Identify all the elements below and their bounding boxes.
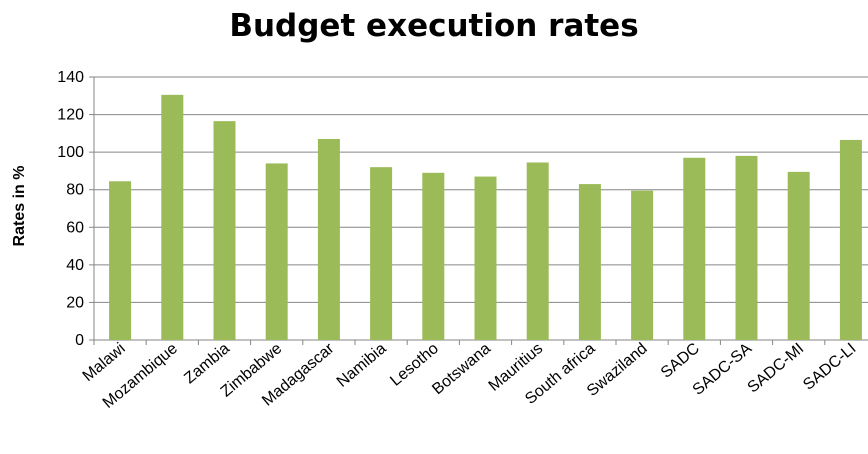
x-tick-label: Namibia [334,340,390,391]
y-axis-label: Rates in % [11,166,28,247]
bar [265,163,288,340]
y-tick-label: 20 [66,294,84,311]
x-tick-label: SADC-SA [690,340,756,399]
y-tick-label: 140 [57,69,84,86]
bar [578,184,601,340]
x-tick-label: SADC-LI [800,340,859,394]
x-tick-label: Malawi [80,340,129,385]
y-tick-label: 60 [66,219,84,236]
bar [631,190,654,340]
x-tick-label: SADC-MI [745,340,808,396]
y-tick-label: 100 [57,144,84,161]
y-tick-labels: 0 20 40 60 80 100 120 140 [57,69,84,349]
bar [735,155,758,340]
bar [683,157,706,340]
y-tick-label: 40 [66,257,84,274]
x-tick-label: Botswana [429,340,494,398]
bar [370,167,393,340]
bar [109,181,132,340]
y-tick-label: 0 [75,332,84,349]
bar [422,172,445,340]
chart-title: Budget execution rates [229,8,639,44]
bar [526,162,549,340]
bar [839,139,862,340]
y-tick-label: 80 [66,182,84,199]
bar [213,121,236,341]
bar [787,171,810,340]
bar [474,176,497,340]
bar [317,138,340,340]
bar [161,94,184,340]
y-tick-label: 120 [57,107,84,124]
x-tick-label: SADC [658,340,703,382]
bars [109,94,862,341]
